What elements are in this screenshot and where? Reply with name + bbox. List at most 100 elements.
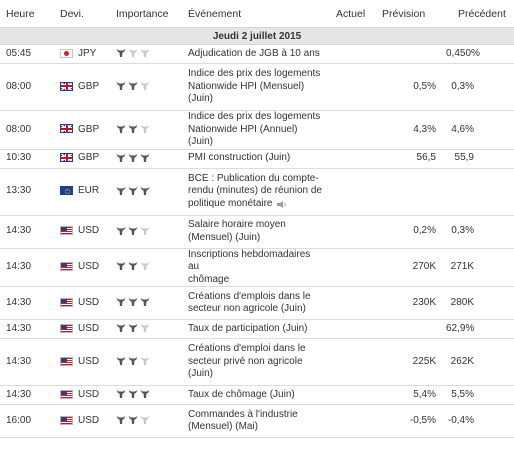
bull-filled-icon bbox=[116, 356, 126, 366]
event-time: 16:00 bbox=[0, 404, 54, 438]
event-currency: USD bbox=[54, 248, 110, 287]
event-previous: 0,450% bbox=[440, 44, 514, 64]
bull-empty-icon bbox=[140, 226, 150, 236]
header-currency[interactable]: Devi. bbox=[54, 0, 110, 28]
event-row[interactable]: 14:30 USD Inscriptions hebdomadaires au chô… bbox=[0, 248, 514, 287]
event-importance bbox=[110, 149, 182, 169]
event-forecast: 225K bbox=[378, 338, 440, 386]
event-currency: EUR bbox=[54, 168, 110, 216]
event-title-line[interactable]: Adjudication de JGB à 10 ans bbox=[188, 47, 320, 59]
event-title: Indice des prix des logements Nationwide … bbox=[182, 110, 330, 150]
event-title-line[interactable]: chômage bbox=[188, 273, 230, 285]
event-time: 10:30 bbox=[0, 149, 54, 169]
event-importance bbox=[110, 44, 182, 64]
event-forecast: -0,5% bbox=[378, 404, 440, 438]
event-currency: USD bbox=[54, 286, 110, 320]
event-time: 08:00 bbox=[0, 63, 54, 111]
event-currency: USD bbox=[54, 319, 110, 339]
event-row[interactable]: 08:00 GBP Indice des prix des logements Nat… bbox=[0, 63, 514, 111]
event-previous: 4,6% bbox=[440, 110, 514, 150]
event-row[interactable]: 05:45 JPY Adjudication de JGB à 10 ans 0,45… bbox=[0, 44, 514, 64]
event-currency: USD bbox=[54, 215, 110, 249]
speaker-icon[interactable] bbox=[276, 200, 287, 208]
event-time: 14:30 bbox=[0, 248, 54, 287]
event-row[interactable]: 13:30 EUR BCE : Publication du compte-rend… bbox=[0, 168, 514, 216]
event-title-line[interactable]: Nationwide HPI (Annuel) (Juin) bbox=[188, 123, 298, 148]
event-previous: 262K bbox=[440, 338, 514, 386]
event-actual bbox=[330, 385, 378, 405]
event-time: 08:00 bbox=[0, 110, 54, 150]
bull-filled-icon bbox=[116, 261, 126, 271]
event-title-line[interactable]: Indice des prix des logements bbox=[188, 111, 321, 122]
event-title-line[interactable]: secteur non agricole (Juin) bbox=[188, 303, 306, 314]
event-row[interactable]: 14:30 USD Taux de chômage (Juin) 5,4% 5,5% bbox=[0, 385, 514, 405]
event-currency: USD bbox=[54, 338, 110, 386]
event-row[interactable]: 14:30 USD Créations d'emploi dans le secteu… bbox=[0, 338, 514, 386]
event-title-line[interactable]: (Juin) bbox=[188, 93, 214, 105]
bull-filled-icon bbox=[116, 81, 126, 91]
event-title-line[interactable]: politique monétaire bbox=[188, 197, 273, 209]
header-previous[interactable]: Précédent bbox=[440, 0, 514, 28]
event-actual bbox=[330, 149, 378, 169]
bull-filled-icon bbox=[128, 415, 138, 425]
currency-code: USD bbox=[78, 388, 100, 400]
event-title-line[interactable]: (Juin) bbox=[188, 368, 214, 380]
bull-filled-icon bbox=[128, 124, 138, 134]
date-row: Jeudi 2 juillet 2015 bbox=[0, 27, 514, 45]
header-actual[interactable]: Actuel bbox=[330, 0, 378, 28]
event-title-line[interactable]: Commandes à l'industrie bbox=[188, 408, 298, 420]
event-row[interactable]: 16:00 USD Commandes à l'industrie (Mensuel)… bbox=[0, 404, 514, 438]
bull-filled-icon bbox=[116, 186, 126, 196]
header-event[interactable]: Événement bbox=[182, 0, 330, 28]
event-title-line[interactable]: Nationwide HPI (Mensuel) bbox=[188, 80, 305, 92]
event-title-line[interactable]: Créations d'emploi dans le bbox=[188, 343, 306, 355]
event-actual bbox=[330, 44, 378, 64]
header-forecast[interactable]: Prévision bbox=[378, 0, 440, 28]
bull-filled-icon bbox=[128, 389, 138, 399]
currency-code: GBP bbox=[78, 123, 100, 135]
event-actual bbox=[330, 248, 378, 287]
bull-filled-icon bbox=[128, 153, 138, 163]
event-title-line[interactable]: secteur privé non agricole bbox=[188, 355, 303, 367]
event-currency: JPY bbox=[54, 44, 110, 64]
calendar-table: Heure Devi. Importance Événement Actuel … bbox=[0, 0, 514, 438]
header-time[interactable]: Heure bbox=[0, 0, 54, 28]
event-title-line[interactable]: (Mensuel) (Juin) bbox=[188, 231, 261, 243]
event-title-line[interactable]: (Mensuel) (Mai) bbox=[188, 421, 259, 432]
event-currency: GBP bbox=[54, 149, 110, 169]
event-title-line[interactable]: Indice des prix des logements bbox=[188, 68, 321, 80]
event-importance bbox=[110, 338, 182, 386]
event-row[interactable]: 14:30 USD Salaire horaire moyen (Mensuel) (… bbox=[0, 215, 514, 249]
event-title-line[interactable]: PMI construction (Juin) bbox=[188, 152, 291, 164]
event-row[interactable]: 10:30 GBP PMI construction (Juin) 56,5 55,9 bbox=[0, 149, 514, 169]
event-title-line[interactable]: BCE : Publication du compte- bbox=[188, 172, 319, 184]
bull-filled-icon bbox=[116, 48, 126, 58]
event-importance bbox=[110, 110, 182, 150]
bull-filled-icon bbox=[128, 356, 138, 366]
event-title-line[interactable]: Créations d'emplois dans le bbox=[188, 290, 311, 302]
event-actual bbox=[330, 215, 378, 249]
currency-code: USD bbox=[78, 225, 100, 237]
header-importance[interactable]: Importance bbox=[110, 0, 182, 28]
event-title-line[interactable]: rendu (minutes) de réunion de bbox=[188, 185, 322, 197]
event-time: 14:30 bbox=[0, 286, 54, 320]
event-time: 05:45 bbox=[0, 44, 54, 64]
currency-code: USD bbox=[78, 322, 100, 334]
bull-filled-icon bbox=[116, 153, 126, 163]
event-importance bbox=[110, 248, 182, 287]
event-row[interactable]: 14:30 USD Créations d'emplois dans le secte… bbox=[0, 286, 514, 320]
event-previous: 55,9 bbox=[440, 149, 514, 169]
event-previous: 280K bbox=[440, 286, 514, 320]
currency-code: GBP bbox=[78, 80, 100, 92]
bull-filled-icon bbox=[116, 323, 126, 333]
event-title-line[interactable]: Taux de chômage (Juin) bbox=[188, 388, 295, 400]
event-title-line[interactable]: Taux de participation (Juin) bbox=[188, 322, 308, 334]
bull-filled-icon bbox=[140, 389, 150, 399]
event-row[interactable]: 08:00 GBP Indice des prix des logements Nat… bbox=[0, 110, 514, 150]
bull-filled-icon bbox=[116, 226, 126, 236]
event-actual bbox=[330, 168, 378, 216]
event-title-line[interactable]: Inscriptions hebdomadaires au bbox=[188, 248, 311, 273]
event-title-line[interactable]: Salaire horaire moyen bbox=[188, 219, 286, 230]
event-row[interactable]: 14:30 USD Taux de participation (Juin) 62,9… bbox=[0, 319, 514, 339]
